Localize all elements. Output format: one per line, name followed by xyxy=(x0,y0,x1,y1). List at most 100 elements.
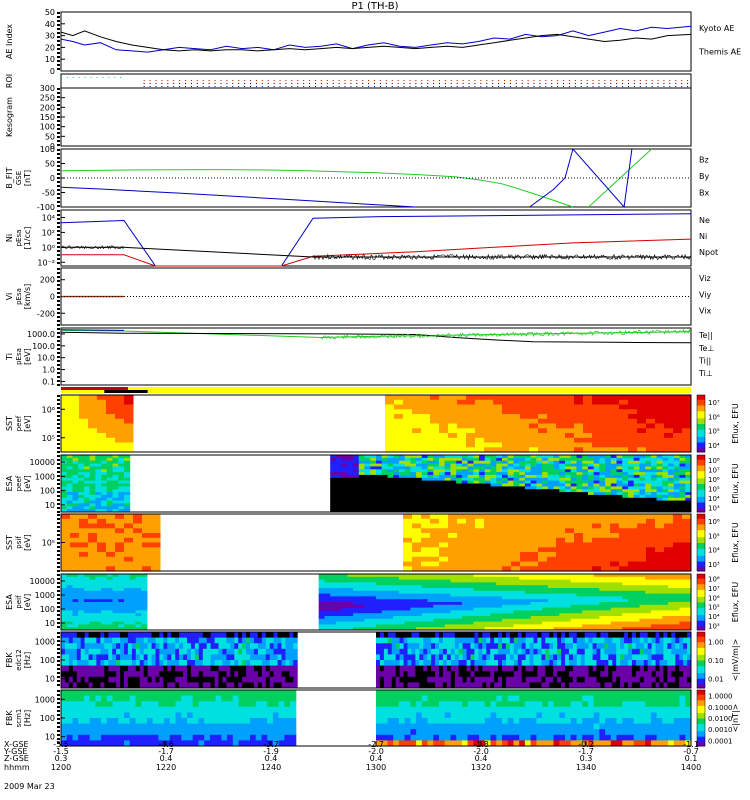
heat-cell xyxy=(601,528,611,534)
heat-cell xyxy=(601,447,611,453)
heat-cell xyxy=(645,506,652,510)
heat-cell xyxy=(410,509,417,513)
heat-cell xyxy=(645,489,652,493)
heat-cell xyxy=(115,428,125,434)
heat-cell xyxy=(605,616,612,620)
heat-cell xyxy=(605,613,612,617)
heat-cell xyxy=(473,604,480,609)
heat-cell xyxy=(645,616,652,620)
tick-bar-esa-i xyxy=(57,606,60,608)
heat-cell xyxy=(341,596,348,600)
ytick-label: 50 xyxy=(45,132,55,141)
heat-cell xyxy=(95,457,102,462)
heat-cell xyxy=(433,574,440,578)
heat-cell xyxy=(461,585,469,589)
heat-cell xyxy=(347,624,354,628)
heat-cell xyxy=(502,442,512,448)
heat-cell xyxy=(66,582,73,586)
heat-cell xyxy=(633,469,640,473)
heat-cell xyxy=(118,486,125,490)
heat-cell xyxy=(412,395,422,401)
heat-cell xyxy=(398,618,406,623)
heat-cell xyxy=(493,518,503,525)
heat-cell xyxy=(656,621,663,625)
heat-cell xyxy=(404,627,411,631)
heat-cell xyxy=(610,503,617,507)
heat-cell xyxy=(576,613,583,617)
heat-cell xyxy=(66,621,73,625)
heat-cell xyxy=(393,474,400,479)
heat-cell xyxy=(662,607,669,611)
heat-cell xyxy=(583,447,593,453)
heat-cell xyxy=(381,483,388,487)
colorbar-cell xyxy=(697,552,705,555)
heat-cell xyxy=(565,593,572,597)
heat-cell xyxy=(450,460,457,465)
heat-cell xyxy=(570,483,577,487)
heat-cell xyxy=(118,596,125,600)
heat-cell xyxy=(364,509,371,513)
heat-cell xyxy=(439,474,446,479)
heat-cell xyxy=(507,579,514,583)
colorbar-cell xyxy=(697,563,705,566)
heat-cell xyxy=(493,404,503,410)
heat-cell xyxy=(370,618,377,623)
heat-cell xyxy=(536,593,543,597)
heat-cell xyxy=(645,610,652,614)
heat-cell xyxy=(72,599,79,603)
roi-dot xyxy=(244,83,246,84)
heat-cell xyxy=(461,599,469,603)
colorbar-cell xyxy=(697,533,705,536)
heat-cell xyxy=(151,528,161,534)
colorbar-cell xyxy=(697,597,705,600)
heat-cell xyxy=(61,480,68,484)
heat-cell xyxy=(645,455,652,459)
heat-cell xyxy=(493,447,503,453)
tick-bar-ti xyxy=(57,368,60,370)
heat-cell xyxy=(78,613,85,617)
heat-cell xyxy=(466,442,476,448)
heat-cell xyxy=(427,579,434,583)
heat-cell xyxy=(473,492,480,496)
heat-cell xyxy=(448,437,458,444)
heat-cell xyxy=(410,494,417,499)
heat-cell xyxy=(467,483,474,487)
heat-cell xyxy=(576,599,583,603)
colorbar-cell xyxy=(697,403,705,406)
heat-cell xyxy=(101,621,108,625)
heat-cell xyxy=(502,604,509,609)
heat-cell xyxy=(404,494,411,499)
heat-cell xyxy=(456,492,463,496)
roi-dot xyxy=(545,86,547,87)
heat-cell xyxy=(565,618,572,623)
heat-cell xyxy=(416,596,423,600)
heat-cell xyxy=(112,480,119,484)
heat-cell xyxy=(61,409,71,415)
heat-cell xyxy=(439,610,446,614)
heat-cell xyxy=(565,627,572,631)
heat-cell xyxy=(547,500,554,504)
colorbar-tick-label: 10⁴ xyxy=(708,547,720,555)
heat-cell xyxy=(502,593,509,597)
heat-cell xyxy=(129,610,136,614)
heat-cell xyxy=(628,418,638,425)
heat-cell xyxy=(553,477,560,482)
heat-cell xyxy=(490,618,497,623)
heat-cell xyxy=(450,613,457,617)
heat-cell xyxy=(559,497,566,502)
heat-cell xyxy=(656,483,663,487)
heat-cell xyxy=(421,556,431,563)
heat-cell xyxy=(80,676,86,683)
heat-cell xyxy=(685,489,692,493)
heat-cell xyxy=(444,610,451,614)
heat-cell xyxy=(622,460,629,465)
heat-cell xyxy=(601,566,611,572)
heat-cell xyxy=(662,610,669,614)
heat-cell xyxy=(530,576,537,581)
heat-cell xyxy=(370,472,377,476)
heat-cell xyxy=(576,509,583,513)
heat-cell xyxy=(664,514,674,520)
heat-cell xyxy=(335,472,343,476)
heat-cell xyxy=(394,418,404,425)
heat-cell xyxy=(542,582,549,586)
